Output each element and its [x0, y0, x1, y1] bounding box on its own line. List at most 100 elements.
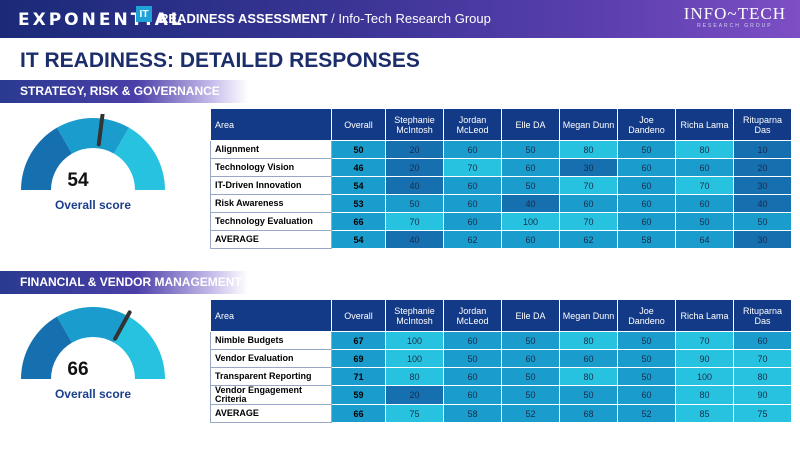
score-cell: 50: [385, 194, 444, 213]
area-cell: AVERAGE: [210, 404, 332, 423]
brand-sub-text: RESEARCH GROUP: [697, 23, 773, 29]
score-cell: 75: [385, 404, 444, 423]
brand-main-text: INFO~TECH: [683, 4, 786, 23]
table-row: Risk Awareness 53 50 60 40 60 60 60 40: [210, 194, 792, 213]
score-cell: 50: [733, 212, 792, 231]
column-header: Overall: [331, 299, 386, 332]
score-cell: 20: [733, 158, 792, 177]
score-cell: 10: [733, 140, 792, 159]
column-header: Area: [210, 108, 332, 141]
score-cell: 60: [617, 194, 676, 213]
score-cell: 62: [559, 230, 618, 249]
column-header: Joe Dandeno: [617, 108, 676, 141]
score-cell: 50: [617, 367, 676, 386]
table-row: Technology Evaluation 66 70 60 100 70 60 50 50: [210, 212, 792, 231]
top-header-bar: EXPONENTIAL IT READINESS ASSESSMENT / In…: [0, 0, 800, 38]
score-cell: 80: [733, 367, 792, 386]
column-header: Rituparna Das: [733, 299, 792, 332]
column-header: Richa Lama: [675, 299, 734, 332]
responses-table-strategy: Area Overall Stephanie McIntosh Jordan McLe…: [210, 108, 792, 249]
table-row: IT-Driven Innovation 54 40 60 50 70 60 70 30: [210, 176, 792, 195]
score-cell: 50: [501, 367, 560, 386]
table-row: AVERAGE 54 40 62 60 62 58 64 30: [210, 230, 792, 249]
score-cell: 58: [617, 230, 676, 249]
column-header: Joe Dandeno: [617, 299, 676, 332]
score-cell: 60: [617, 212, 676, 231]
score-cell: 60: [559, 194, 618, 213]
score-cell: 50: [617, 140, 676, 159]
overall-cell: 46: [331, 158, 386, 177]
score-cell: 80: [559, 140, 618, 159]
area-cell: Technology Vision: [210, 158, 332, 177]
score-cell: 60: [501, 158, 560, 177]
gauge-strategy: 54 Overall score: [20, 114, 166, 212]
table-row: Technology Vision 46 20 70 60 30 60 60 20: [210, 158, 792, 177]
score-cell: 80: [559, 331, 618, 350]
score-cell: 50: [443, 349, 502, 368]
it-logo-badge: IT: [136, 6, 152, 22]
column-header: Megan Dunn: [559, 299, 618, 332]
score-cell: 60: [443, 140, 502, 159]
overall-cell: 67: [331, 331, 386, 350]
score-cell: 50: [559, 385, 618, 405]
score-cell: 70: [559, 176, 618, 195]
score-cell: 60: [675, 194, 734, 213]
column-header: Rituparna Das: [733, 108, 792, 141]
score-cell: 30: [559, 158, 618, 177]
info-tech-logo: INFO~TECH RESEARCH GROUP: [683, 4, 786, 30]
score-cell: 50: [501, 140, 560, 159]
overall-cell: 66: [331, 212, 386, 231]
column-header: Jordan McLeod: [443, 299, 502, 332]
table-row: Nimble Budgets 67 100 60 50 80 50 70 60: [210, 331, 792, 350]
column-header: Stephanie McIntosh: [385, 108, 444, 141]
responses-table-financial: Area Overall Stephanie McIntosh Jordan McLe…: [210, 299, 792, 423]
area-cell: Vendor Evaluation: [210, 349, 332, 368]
gauge-arc-strategy: [21, 114, 165, 190]
score-cell: 70: [675, 331, 734, 350]
section-title-strategy: STRATEGY, RISK & GOVERNANCE: [0, 80, 248, 103]
score-cell: 60: [443, 331, 502, 350]
area-cell: AVERAGE: [210, 230, 332, 249]
column-header: Jordan McLeod: [443, 108, 502, 141]
area-cell: Technology Evaluation: [210, 212, 332, 231]
score-cell: 50: [501, 331, 560, 350]
score-cell: 70: [675, 176, 734, 195]
score-cell: 90: [733, 385, 792, 405]
gauge-segments: [21, 307, 165, 379]
overall-score-label: Overall score: [54, 387, 132, 401]
overall-cell: 59: [331, 385, 386, 405]
header-title-rest: / Info-Tech Research Group: [327, 11, 491, 26]
overall-cell: 54: [331, 230, 386, 249]
score-cell: 60: [501, 230, 560, 249]
score-cell: 60: [733, 331, 792, 350]
score-cell: 60: [443, 194, 502, 213]
score-cell: 70: [443, 158, 502, 177]
table-row: AVERAGE 66 75 58 52 68 52 85 75: [210, 404, 792, 423]
gauge-segment: [21, 127, 72, 190]
score-cell: 68: [559, 404, 618, 423]
score-cell: 60: [443, 385, 502, 405]
page-title: IT READINESS: DETAILED RESPONSES: [20, 49, 420, 72]
score-cell: 80: [675, 385, 734, 405]
score-cell: 62: [443, 230, 502, 249]
gauge-segment: [114, 316, 165, 379]
score-cell: 60: [443, 367, 502, 386]
overall-score-value: 66: [67, 359, 89, 380]
table-row: Vendor Engagement Criteria 59 20 60 50 50 60 80…: [210, 385, 792, 405]
score-cell: 60: [501, 349, 560, 368]
gauge-financial: 66 Overall score: [20, 303, 166, 401]
score-cell: 64: [675, 230, 734, 249]
table-header-row: Area Overall Stephanie McIntosh Jordan McLe…: [210, 299, 792, 332]
gauge-segment: [114, 127, 165, 190]
overall-cell: 66: [331, 404, 386, 423]
area-cell: Risk Awareness: [210, 194, 332, 213]
score-cell: 70: [385, 212, 444, 231]
overall-score-label: Overall score: [54, 198, 132, 212]
score-cell: 80: [675, 140, 734, 159]
score-cell: 50: [501, 176, 560, 195]
overall-cell: 50: [331, 140, 386, 159]
score-cell: 60: [617, 176, 676, 195]
gauge-segment: [21, 316, 72, 379]
score-cell: 85: [675, 404, 734, 423]
score-cell: 80: [559, 367, 618, 386]
